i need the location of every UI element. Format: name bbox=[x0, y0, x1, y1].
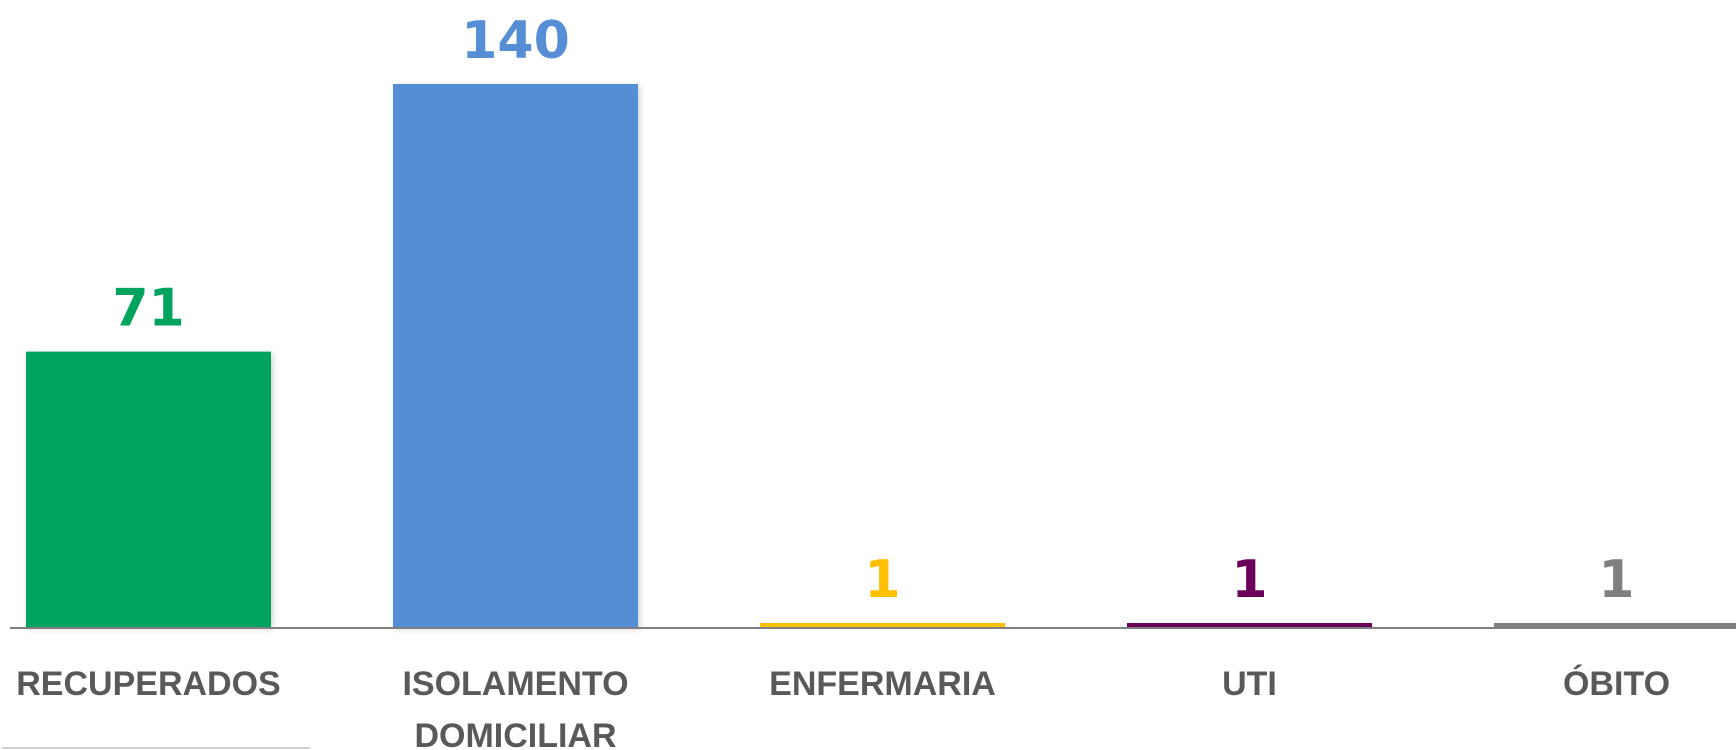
data-label-uti: 1 bbox=[1231, 550, 1267, 610]
data-label-recuperados: 71 bbox=[112, 279, 184, 339]
category-label-obito: ÓBITO bbox=[1563, 665, 1670, 703]
bar-obito bbox=[1494, 623, 1736, 627]
category-label-uti: UTI bbox=[1222, 665, 1277, 703]
category-label-isolamento-domiciliar: ISOLAMENTO DOMICILIAR bbox=[402, 665, 628, 750]
data-labels-layer: 71 140 1 1 1 bbox=[112, 11, 1634, 610]
bar-enfermaria bbox=[760, 623, 1005, 627]
bars-layer bbox=[26, 84, 1736, 627]
bar-uti bbox=[1127, 623, 1372, 627]
bar-recuperados bbox=[26, 351, 271, 627]
data-label-obito: 1 bbox=[1598, 550, 1634, 610]
bar-isolamento-domiciliar bbox=[393, 84, 638, 627]
category-labels-layer: RECUPERADOS ISOLAMENTO DOMICILIAR ENFERMARI… bbox=[16, 665, 1670, 750]
data-label-isolamento-domiciliar: 140 bbox=[461, 11, 570, 71]
category-label-recuperados: RECUPERADOS bbox=[16, 665, 280, 703]
data-label-enfermaria: 1 bbox=[864, 550, 900, 610]
category-label-enfermaria: ENFERMARIA bbox=[769, 665, 996, 703]
